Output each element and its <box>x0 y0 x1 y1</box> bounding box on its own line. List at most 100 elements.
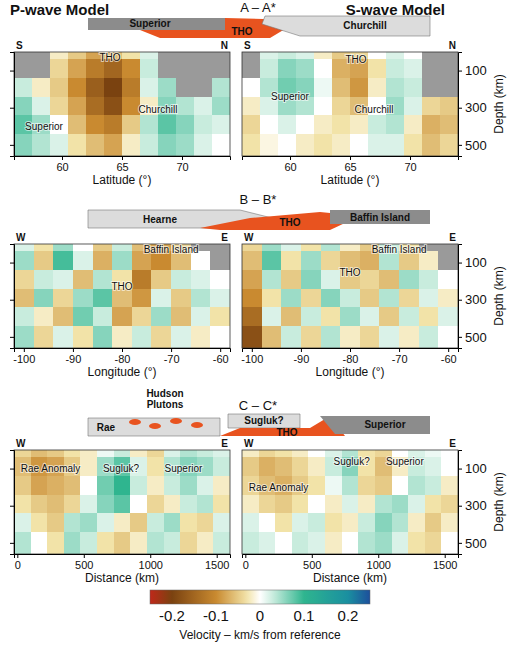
cell <box>151 326 171 348</box>
cell <box>130 513 147 532</box>
cell <box>97 450 114 457</box>
tick-label: 1500 <box>433 559 457 571</box>
cell <box>281 270 301 289</box>
cell <box>342 495 359 514</box>
axis-line <box>459 245 463 349</box>
cell <box>151 307 171 326</box>
no-data-cell <box>422 52 440 59</box>
cell <box>242 513 259 532</box>
schematic-unit <box>320 416 430 434</box>
plot-area <box>242 450 458 554</box>
cell <box>112 326 132 348</box>
tick: 1500 <box>205 554 229 571</box>
x-axis: 606570 <box>15 156 231 173</box>
cell <box>32 78 50 97</box>
cell <box>114 476 131 495</box>
cell <box>441 457 458 476</box>
plot-area <box>242 244 458 348</box>
no-data-cell <box>242 59 260 78</box>
cell <box>325 513 342 532</box>
axis-line <box>243 349 459 353</box>
y-axis: 100300500 <box>458 245 487 349</box>
cell <box>419 326 439 348</box>
cell <box>140 78 158 97</box>
cell <box>68 115 86 134</box>
cell <box>301 244 321 251</box>
cell <box>242 134 260 156</box>
cell <box>171 289 191 308</box>
cell <box>151 270 171 289</box>
cell <box>441 495 458 514</box>
tick-label: 500 <box>303 559 321 571</box>
cell <box>379 289 399 308</box>
direction-label: W <box>16 438 26 449</box>
cell <box>296 52 314 59</box>
cell <box>375 532 392 554</box>
tick: 500 <box>75 554 93 571</box>
cell <box>93 326 113 348</box>
cell <box>275 532 292 554</box>
tick-mark <box>220 348 221 352</box>
cell <box>14 78 32 97</box>
tick: 0 <box>15 554 21 571</box>
cell <box>93 244 113 251</box>
tick-mark <box>150 554 151 558</box>
cell <box>212 134 230 156</box>
tick: 300 <box>458 100 487 115</box>
cell <box>68 134 86 156</box>
tick-label: 300 <box>465 292 487 307</box>
tick: -100 <box>13 348 35 365</box>
direction-label: W <box>244 232 254 243</box>
cell <box>34 289 54 308</box>
cell <box>93 270 113 289</box>
cell <box>325 476 342 495</box>
x-axis-title: Longitude (°) <box>316 365 385 379</box>
tick-mark <box>301 348 302 352</box>
cell <box>53 289 73 308</box>
section-title: A – A* <box>240 0 275 15</box>
direction-label: W <box>16 232 26 243</box>
y-axis <box>10 53 15 157</box>
cell <box>130 532 147 554</box>
plot-frame <box>14 52 230 156</box>
y-axis-title: Depth (km) <box>492 74 506 133</box>
tick <box>10 108 14 109</box>
cell <box>176 115 194 134</box>
direction-label: S <box>244 40 251 51</box>
cell <box>73 289 93 308</box>
cell <box>314 134 332 156</box>
cell <box>242 244 262 251</box>
cell <box>53 307 73 326</box>
cell <box>197 450 214 457</box>
axis-line <box>10 451 15 555</box>
cell <box>34 307 54 326</box>
tick-label: 65 <box>344 161 356 173</box>
tick-mark <box>458 71 462 72</box>
annotation: Superior <box>271 91 309 102</box>
tick-mark <box>73 348 74 352</box>
tick-mark <box>10 469 14 470</box>
cell <box>64 532 81 554</box>
cell <box>408 532 425 554</box>
cell <box>386 78 404 97</box>
cell <box>32 134 50 156</box>
cell <box>191 289 211 308</box>
cell <box>68 52 86 59</box>
cell <box>296 59 314 78</box>
tick: 65 <box>344 156 356 173</box>
tick-label: 0 <box>15 559 21 571</box>
no-data-cell <box>212 52 230 59</box>
cell <box>404 78 422 97</box>
cell <box>68 59 86 78</box>
cell <box>292 450 309 457</box>
cell <box>262 270 282 289</box>
x-axis-title: Distance (km) <box>313 571 387 585</box>
cell <box>50 52 68 59</box>
cell <box>64 450 81 457</box>
pluton <box>191 422 203 428</box>
cell <box>34 251 54 270</box>
no-data-cell <box>438 244 458 251</box>
tick-label: -100 <box>241 353 263 365</box>
cell <box>404 59 422 78</box>
direction-label: E <box>221 232 228 243</box>
